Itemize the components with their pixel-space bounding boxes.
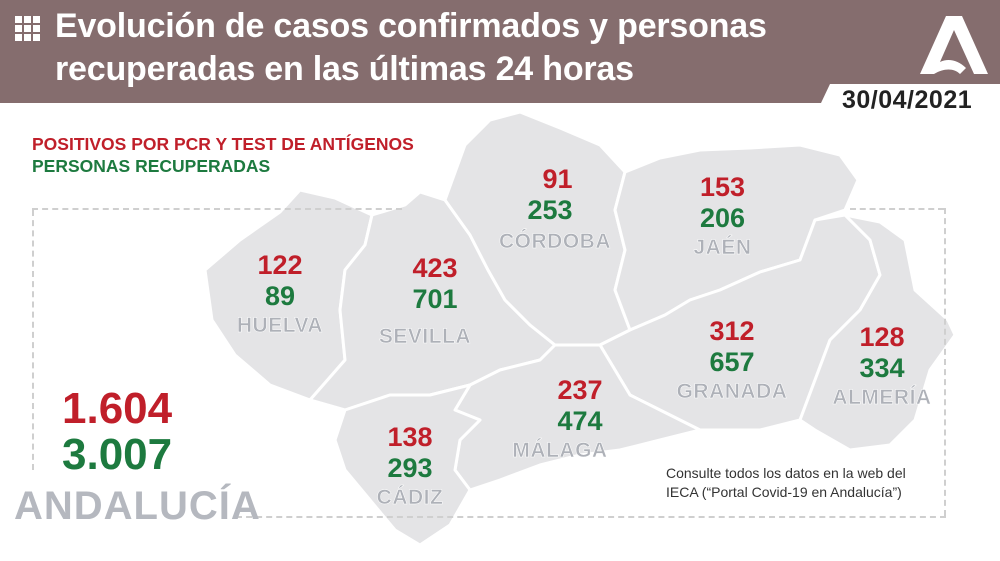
province-cordoba: 91 253 CÓRDOBA bbox=[490, 164, 620, 256]
positives-value: 128 bbox=[859, 322, 905, 352]
positives-value: 122 bbox=[257, 250, 303, 280]
province-almeria: 128 334 ALMERÍA bbox=[818, 322, 946, 412]
frame-divider bbox=[32, 208, 402, 210]
page-title: Evolución de casos confirmados y persona… bbox=[55, 5, 767, 91]
province-jaen: 153 206 JAÉN bbox=[665, 172, 780, 262]
total-recovered-value: 3.007 bbox=[62, 430, 173, 479]
province-sevilla: 423 701 SEVILLA bbox=[360, 253, 490, 351]
province-name: MÁLAGA bbox=[512, 439, 608, 463]
province-name: CÁDIZ bbox=[376, 486, 444, 510]
province-name: GRANADA bbox=[676, 380, 788, 404]
title-line-2: recuperadas en las últimas 24 horas bbox=[55, 50, 634, 88]
date-label: 30/04/2021 bbox=[842, 86, 973, 114]
recovered-value: 334 bbox=[859, 353, 905, 383]
total-positives-value: 1.604 bbox=[62, 384, 173, 433]
recovered-value: 253 bbox=[527, 195, 573, 225]
frame-divider bbox=[236, 516, 946, 518]
frame-divider bbox=[32, 210, 34, 470]
legend-positives: POSITIVOS POR PCR Y TEST DE ANTÍGENOS bbox=[32, 134, 414, 154]
frame-divider bbox=[944, 208, 946, 516]
map-cadiz bbox=[333, 383, 482, 547]
source-note-line-1: Consulte todos los datos en la web del bbox=[666, 465, 906, 481]
junta-andalucia-logo-icon bbox=[920, 16, 988, 74]
recovered-value: 657 bbox=[709, 347, 755, 377]
recovered-value: 206 bbox=[699, 203, 746, 233]
recovered-value: 293 bbox=[387, 453, 433, 483]
source-note-line-2: IECA (“Portal Covid-19 en Andalucía”) bbox=[666, 484, 902, 500]
recovered-value: 89 bbox=[264, 281, 296, 311]
map-almeria bbox=[798, 213, 957, 452]
province-granada: 312 657 GRANADA bbox=[668, 316, 796, 406]
total-andalucia: 1.604 3.007 bbox=[62, 386, 172, 478]
province-huelva: 122 89 HUELVA bbox=[220, 250, 340, 340]
date-tab bbox=[812, 84, 1000, 122]
province-name: SEVILLA bbox=[378, 325, 472, 349]
source-note: Consulte todos los datos en la web del I… bbox=[666, 464, 906, 502]
province-cadiz: 138 293 CÁDIZ bbox=[360, 422, 460, 512]
positives-value: 153 bbox=[699, 172, 746, 202]
province-name: HUELVA bbox=[236, 314, 324, 338]
positives-value: 91 bbox=[542, 164, 573, 194]
positives-value: 138 bbox=[387, 422, 433, 452]
grid-icon bbox=[15, 16, 41, 42]
province-name: ALMERÍA bbox=[832, 386, 932, 410]
positives-value: 312 bbox=[709, 316, 755, 346]
recovered-value: 474 bbox=[557, 406, 603, 436]
region-name: ANDALUCÍA bbox=[14, 484, 261, 528]
province-name: JAÉN bbox=[693, 236, 752, 260]
title-line-1: Evolución de casos confirmados y persona… bbox=[55, 7, 767, 45]
frame-divider bbox=[850, 208, 944, 210]
province-name: CÓRDOBA bbox=[499, 230, 611, 254]
legend-recovered: PERSONAS RECUPERADAS bbox=[32, 156, 271, 176]
positives-value: 423 bbox=[412, 253, 458, 283]
province-malaga: 237 474 MÁLAGA bbox=[505, 375, 615, 465]
recovered-value: 701 bbox=[412, 284, 458, 314]
positives-value: 237 bbox=[557, 375, 603, 405]
